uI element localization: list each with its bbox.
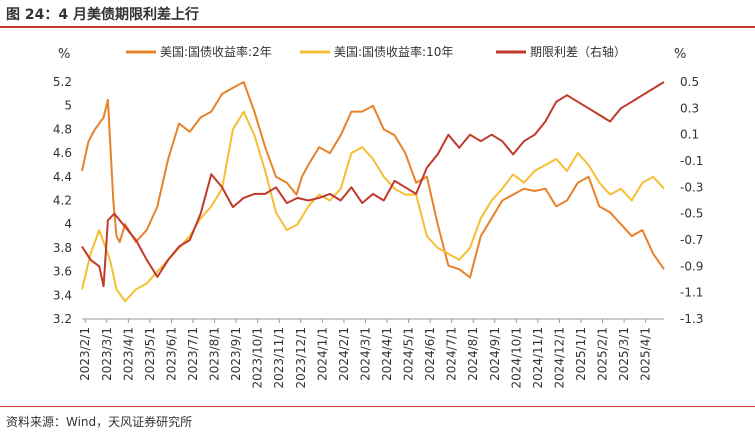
x-tick-label: 2025/1/1 xyxy=(574,327,588,381)
x-tick-label: 2024/5/1 xyxy=(402,327,416,381)
left-tick-label: 4 xyxy=(64,217,72,231)
left-axis-unit: % xyxy=(58,47,70,62)
chart-title: 图 24：4 月美债期限利差上行 xyxy=(6,7,199,23)
x-tick-label: 2023/9/1 xyxy=(229,327,243,381)
left-tick-label: 5 xyxy=(64,99,72,113)
x-tick-label: 2023/4/1 xyxy=(121,327,135,381)
right-tick-label: -1.3 xyxy=(680,312,703,326)
right-tick-label: -0.5 xyxy=(680,207,703,221)
right-tick-label: 0.1 xyxy=(680,128,699,142)
left-tick-label: 3.4 xyxy=(53,288,72,302)
x-tick-label: 2024/9/1 xyxy=(488,327,502,381)
left-tick-label: 3.8 xyxy=(53,241,72,255)
x-tick-label: 2024/2/1 xyxy=(337,327,351,381)
bottom-rule xyxy=(0,406,755,407)
legend-label-1: 美国:国债收益率:10年 xyxy=(334,44,453,59)
right-axis-unit: % xyxy=(674,47,686,62)
left-tick-label: 3.6 xyxy=(53,265,72,279)
right-tick-label: -0.3 xyxy=(680,180,703,194)
right-tick-label: 0.3 xyxy=(680,101,699,115)
x-tick-label: 2024/6/1 xyxy=(423,327,437,381)
right-tick-label: -0.1 xyxy=(680,154,703,168)
x-tick-label: 2024/1/1 xyxy=(315,327,329,381)
x-tick-label: 2023/7/1 xyxy=(186,327,200,381)
left-tick-label: 5.2 xyxy=(53,75,72,89)
x-tick-label: 2023/6/1 xyxy=(164,327,178,381)
x-tick-label: 2023/11/1 xyxy=(272,327,286,389)
x-tick-label: 2023/2/1 xyxy=(78,327,92,381)
right-tick-label: -0.9 xyxy=(680,259,703,273)
x-tick-label: 2024/7/1 xyxy=(445,327,459,381)
legend-label-2: 期限利差（右轴） xyxy=(530,44,626,59)
x-tick-label: 2024/8/1 xyxy=(466,327,480,381)
legend: 美国:国债收益率:2年 美国:国债收益率:10年 期限利差（右轴） xyxy=(126,44,626,59)
x-tick-label: 2024/12/1 xyxy=(552,327,566,389)
x-tick-label: 2023/8/1 xyxy=(208,327,222,381)
x-tick-label: 2023/5/1 xyxy=(143,327,157,381)
left-tick-label: 4.4 xyxy=(53,170,72,184)
x-tick-label: 2024/10/1 xyxy=(509,327,523,389)
right-tick-label: 0.5 xyxy=(680,75,699,89)
x-tick-label: 2024/4/1 xyxy=(380,327,394,381)
x-tick-label: 2025/2/1 xyxy=(596,327,610,381)
right-tick-label: -1.1 xyxy=(680,286,703,300)
source-note: 资料来源：Wind，天风证券研究所 xyxy=(6,415,193,429)
top-rule xyxy=(0,26,755,28)
x-tick-label: 2023/10/1 xyxy=(251,327,265,389)
x-tick-label: 2023/12/1 xyxy=(294,327,308,389)
series-line-1 xyxy=(81,110,665,303)
x-tick-label: 2025/4/1 xyxy=(639,327,653,381)
legend-label-0: 美国:国债收益率:2年 xyxy=(160,44,272,59)
x-tick-label: 2023/3/1 xyxy=(100,327,114,381)
axes: % % 3.2 3.4 3.6 3.8 4 4.2 4.4 4.6 4.8 5 5.2 -1.3 -1.1 -… xyxy=(53,47,704,389)
series-group xyxy=(81,81,665,303)
series-line-2 xyxy=(81,81,665,288)
right-tick-label: -0.7 xyxy=(680,233,703,247)
x-tick-label: 2025/3/1 xyxy=(617,327,631,381)
x-tick-label: 2024/3/1 xyxy=(358,327,372,381)
left-tick-label: 4.2 xyxy=(53,194,72,208)
left-tick-label: 4.8 xyxy=(53,122,72,136)
x-tick-label: 2024/11/1 xyxy=(531,327,545,389)
left-tick-label: 4.6 xyxy=(53,146,72,160)
left-tick-label: 3.2 xyxy=(53,312,72,326)
series-line-0 xyxy=(81,81,665,279)
